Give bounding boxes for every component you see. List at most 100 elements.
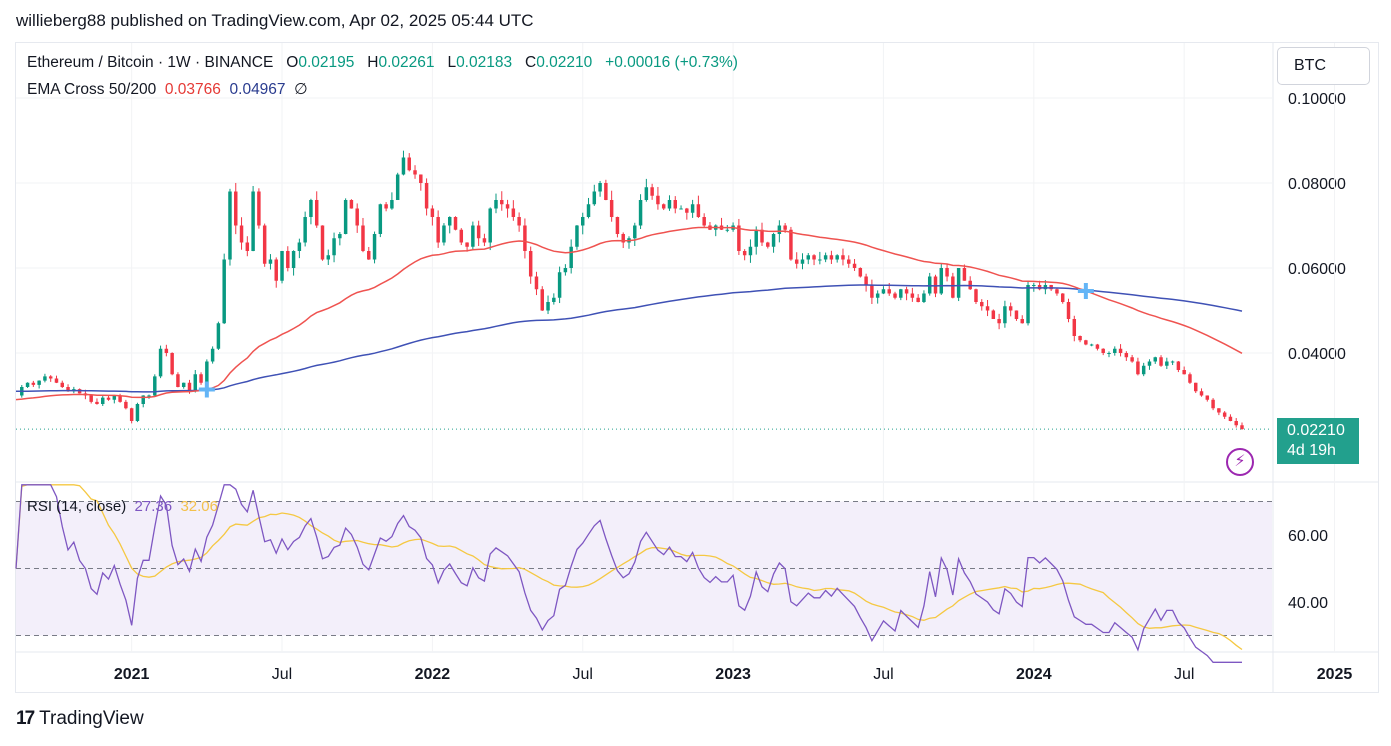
symbol-name[interactable]: Ethereum / Bitcoin · 1W · BINANCE	[27, 54, 274, 71]
candle-body	[390, 200, 394, 209]
change-value: +0.00016 (+0.73%)	[605, 54, 738, 71]
candle-body	[1113, 348, 1117, 353]
low-label: L	[447, 54, 457, 71]
candle-body	[476, 225, 481, 239]
candle-body	[806, 255, 811, 260]
candle-body	[60, 382, 64, 387]
candle-body	[633, 225, 637, 239]
candle-body	[245, 242, 250, 251]
candle-body	[927, 276, 932, 294]
candle-body	[361, 225, 365, 251]
candle-body	[523, 225, 527, 251]
candle-body	[95, 401, 99, 404]
candle-body	[471, 225, 475, 247]
candle-body	[118, 395, 122, 402]
candle-body	[563, 268, 568, 273]
candle-body	[500, 200, 504, 205]
candle-body	[1199, 391, 1204, 396]
ema-legend: EMA Cross 50/200 0.03766 0.04967 ∅	[27, 80, 308, 99]
tradingview-logo[interactable]: 17 TradingView	[16, 708, 144, 730]
candle-body	[725, 229, 730, 231]
candle-body	[783, 225, 787, 230]
high-label: H	[367, 54, 379, 71]
candle-body	[447, 217, 452, 226]
candle-body	[1049, 285, 1053, 290]
candle-body	[800, 259, 805, 264]
candle-body	[540, 289, 544, 311]
candle-body	[875, 293, 880, 298]
candle-body	[234, 191, 238, 226]
candle-body	[829, 255, 834, 260]
candle-body	[407, 157, 411, 171]
candle-body	[355, 208, 359, 226]
candle-body	[1136, 361, 1140, 375]
candle-body	[349, 200, 354, 209]
candle-body	[89, 395, 93, 402]
candle-body	[453, 217, 458, 230]
price-tick-label: 0.08000	[1288, 176, 1346, 193]
candle-body	[25, 382, 30, 387]
candle-body	[239, 225, 244, 243]
candle-body	[794, 259, 799, 264]
ema-label[interactable]: EMA Cross 50/200	[27, 81, 157, 98]
candle-body	[916, 297, 920, 302]
candle-body	[367, 251, 371, 260]
candle-body	[1026, 285, 1030, 324]
candle-body	[31, 382, 36, 385]
candle-body	[262, 225, 267, 264]
candle-body	[442, 225, 446, 243]
candle-body	[1008, 306, 1013, 311]
rsi-label[interactable]: RSI (14, close)	[27, 498, 127, 515]
candle-body	[430, 208, 435, 217]
candle-body	[459, 229, 464, 243]
candle-body	[153, 376, 157, 396]
candle-body	[893, 293, 897, 298]
candle-body	[129, 408, 134, 421]
candle-body	[864, 276, 868, 285]
candle-body	[644, 187, 649, 200]
candle-body	[1124, 353, 1129, 358]
candle-body	[1153, 357, 1157, 362]
candle-body	[43, 376, 47, 381]
candle-body	[667, 200, 672, 209]
rsi-ma-value: 32.06	[180, 498, 218, 515]
candle-body	[789, 229, 793, 260]
candle-body	[1055, 289, 1059, 294]
candle-body	[997, 319, 1001, 324]
candle-body	[581, 217, 585, 226]
candle-body	[228, 191, 232, 260]
candle-body	[135, 404, 140, 421]
candle-body	[609, 200, 614, 217]
candle-body	[257, 191, 261, 226]
candle-body	[488, 208, 492, 243]
candle-body	[528, 251, 533, 277]
candle-body	[974, 289, 978, 302]
currency-button[interactable]: BTC	[1277, 47, 1370, 85]
candle-body	[835, 255, 839, 260]
candle-body	[1032, 285, 1036, 286]
ema50-line	[15, 226, 1243, 401]
candle-body	[956, 268, 961, 298]
candle-body	[1141, 365, 1146, 375]
time-tick-label: Jul	[1174, 666, 1194, 683]
candle-body	[673, 200, 677, 209]
candle-body	[766, 242, 770, 247]
candle-body	[424, 183, 429, 209]
candle-body	[1014, 310, 1019, 319]
candle-body	[332, 238, 336, 256]
rsi-line	[15, 484, 1242, 663]
candle-body	[384, 204, 388, 209]
candle-body	[1066, 302, 1071, 319]
candle-body	[656, 195, 660, 205]
lightning-icon[interactable]: ⚡	[1226, 448, 1254, 476]
candle-body	[176, 374, 180, 387]
candle-body	[615, 217, 620, 234]
candle-body	[777, 225, 782, 234]
ema-empty-icon: ∅	[294, 81, 308, 98]
candle-body	[286, 251, 290, 268]
candle-body	[395, 174, 400, 200]
candle-body	[1147, 361, 1152, 366]
candle-body	[812, 255, 816, 260]
candle-body	[314, 200, 319, 226]
